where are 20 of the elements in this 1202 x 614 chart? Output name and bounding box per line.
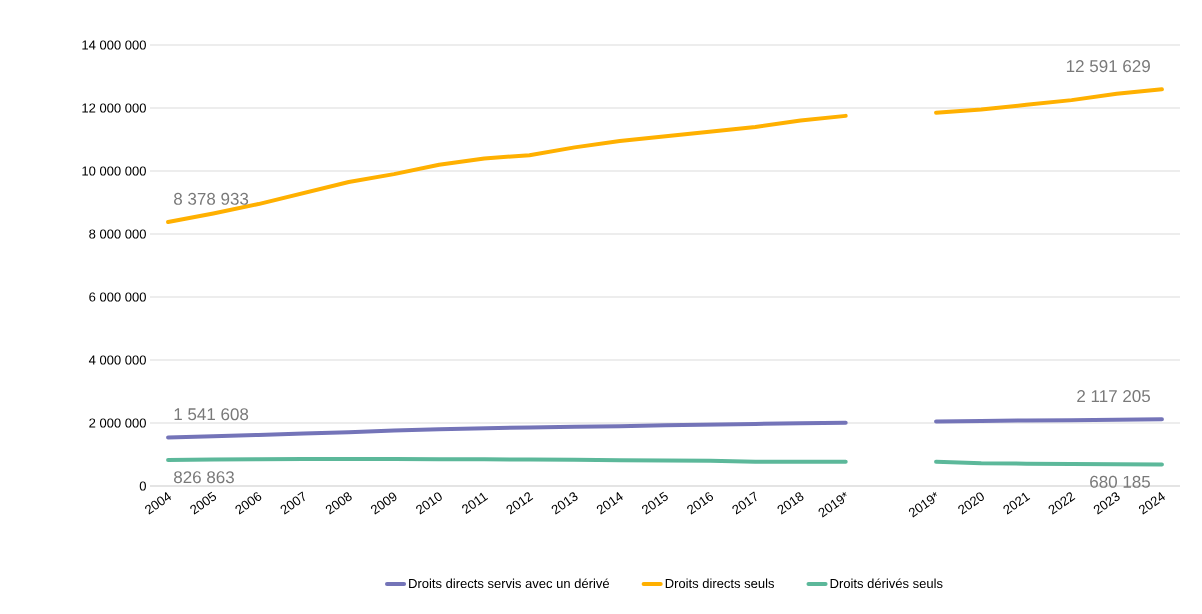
y-tick-label: 8 000 000 xyxy=(89,229,146,239)
y-tick-label: 0 xyxy=(139,481,146,491)
y-tick-label: 10 000 000 xyxy=(82,166,146,176)
legend-label: Droits directs seuls xyxy=(665,578,775,589)
y-tick-label: 6 000 000 xyxy=(89,292,146,302)
x-tick-label: 2011 xyxy=(462,492,489,515)
y-tick-label: 12 000 000 xyxy=(82,103,146,113)
x-tick-label: 2021 xyxy=(1003,492,1031,515)
x-tick-label: 2023 xyxy=(1093,492,1120,515)
data-label: 1 541 608 xyxy=(174,408,249,421)
legend-label: Droits directs servis avec un dérivé xyxy=(409,578,610,589)
data-label: 2 117 205 xyxy=(1077,390,1150,403)
data-label: 826 863 xyxy=(174,471,234,484)
data-label: 8 378 933 xyxy=(174,192,249,205)
data-label: 12 591 629 xyxy=(1066,60,1150,73)
y-tick-label: 4 000 000 xyxy=(88,355,146,365)
y-tick-label: 2 000 000 xyxy=(89,418,146,428)
y-tick-label: 14 000 000 xyxy=(82,40,146,50)
legend-label: Droits dérivés seuls xyxy=(830,578,943,589)
data-label: 680 185 xyxy=(1090,475,1150,488)
